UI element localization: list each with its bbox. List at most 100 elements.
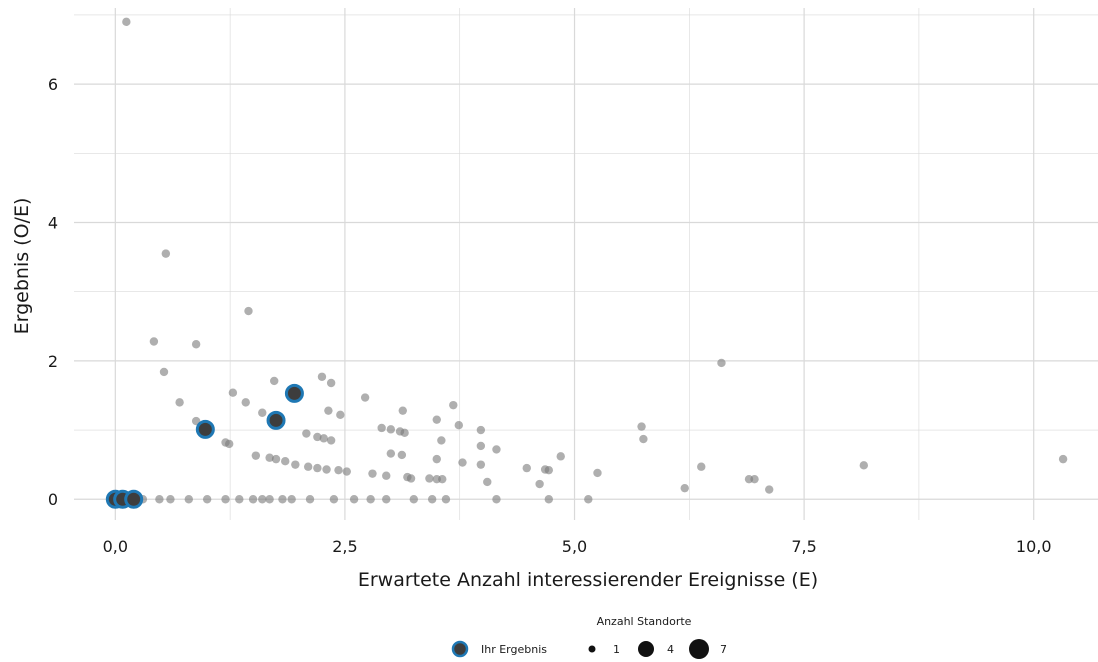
- legend: Anzahl Standorte Ihr Ergebnis 1 4 7: [451, 615, 727, 659]
- data-point: [584, 495, 593, 504]
- data-point: [248, 495, 258, 504]
- data-point: [258, 495, 267, 504]
- data-point: [386, 425, 396, 434]
- data-point: [228, 388, 238, 397]
- data-point: [322, 465, 331, 474]
- data-point: [319, 434, 329, 443]
- data-point: [427, 495, 437, 504]
- x-tick-label: 7,5: [791, 537, 816, 556]
- data-point: [717, 358, 726, 368]
- highlight-point: [284, 383, 304, 403]
- data-point: [593, 468, 602, 478]
- data-point: [368, 469, 377, 478]
- data-point: [366, 495, 375, 504]
- data-point: [166, 495, 175, 504]
- data-point: [544, 465, 554, 475]
- data-point: [476, 441, 486, 451]
- data-point: [483, 477, 492, 487]
- data-point: [122, 17, 131, 27]
- data-point: [476, 460, 486, 469]
- data-point: [437, 436, 446, 445]
- data-point: [159, 367, 169, 377]
- data-point: [382, 471, 391, 480]
- data-point: [244, 306, 253, 316]
- data-point: [326, 436, 336, 445]
- data-point: [265, 453, 274, 462]
- data-point: [458, 458, 467, 467]
- data-point: [637, 422, 646, 431]
- data-point: [241, 398, 250, 407]
- highlight-point: [124, 489, 144, 509]
- data-point: [271, 454, 281, 464]
- data-point: [406, 474, 416, 483]
- data-point: [225, 439, 234, 449]
- data-point: [334, 465, 343, 475]
- data-point: [302, 429, 311, 438]
- data-point: [235, 495, 244, 504]
- x-tick-label: 5,0: [562, 537, 587, 556]
- legend-size-label-4: 4: [667, 643, 674, 656]
- data-point: [1058, 454, 1068, 464]
- data-point: [432, 415, 441, 424]
- data-point: [265, 495, 274, 504]
- data-point: [258, 408, 267, 417]
- data-point: [639, 434, 648, 444]
- data-point: [386, 449, 396, 458]
- data-point: [349, 495, 359, 504]
- data-point: [409, 495, 419, 504]
- highlight-point: [266, 410, 286, 430]
- data-point: [270, 376, 279, 386]
- data-point: [305, 495, 315, 504]
- data-point: [336, 410, 345, 420]
- data-point: [398, 406, 407, 415]
- data-point: [313, 463, 322, 473]
- highlight-point: [195, 419, 215, 439]
- tick-labels: 0,0 2,5 5,0 7,5 10,0 0 2 4 6: [48, 75, 1052, 556]
- data-point: [425, 474, 434, 483]
- data-point: [382, 495, 391, 504]
- data-point: [360, 393, 370, 402]
- data-point: [175, 398, 184, 407]
- x-tick-label: 2,5: [332, 537, 357, 556]
- legend-size-label-1: 1: [613, 643, 620, 656]
- data-point: [313, 432, 322, 442]
- data-point: [149, 337, 159, 346]
- y-tick-label: 4: [48, 213, 58, 232]
- legend-size-swatch-7: [689, 639, 709, 659]
- data-point: [432, 454, 441, 464]
- data-point: [859, 461, 869, 470]
- x-axis-title: Erwartete Anzahl interessierender Ereign…: [358, 569, 818, 591]
- data-point: [535, 479, 544, 489]
- data-point: [191, 340, 201, 349]
- data-point: [556, 452, 565, 461]
- data-point: [278, 495, 287, 504]
- data-point: [155, 495, 164, 504]
- data-point: [317, 372, 327, 381]
- legend-highlight-swatch: [451, 640, 469, 658]
- y-tick-label: 6: [48, 75, 58, 94]
- data-point: [324, 406, 333, 415]
- data-point: [522, 463, 531, 473]
- data-point: [438, 474, 447, 484]
- data-point: [750, 474, 759, 484]
- data-point: [221, 495, 230, 504]
- data-point: [326, 378, 336, 388]
- legend-size-swatch-1: [588, 645, 596, 653]
- data-point: [476, 425, 486, 435]
- x-tick-label: 0,0: [103, 537, 128, 556]
- data-point: [492, 445, 501, 454]
- data-point: [492, 495, 501, 504]
- data-point: [680, 483, 689, 493]
- data-point: [202, 495, 212, 504]
- y-axis-title: Ergebnis (O/E): [11, 198, 33, 335]
- y-tick-label: 0: [48, 490, 58, 509]
- data-point: [342, 467, 351, 476]
- data-point: [251, 451, 261, 460]
- data-point: [697, 462, 706, 471]
- data-point: [765, 485, 774, 494]
- data-point: [287, 495, 296, 504]
- data-point: [303, 462, 313, 471]
- data-point: [184, 495, 193, 504]
- data-point: [161, 249, 171, 258]
- data-points: [105, 17, 1068, 509]
